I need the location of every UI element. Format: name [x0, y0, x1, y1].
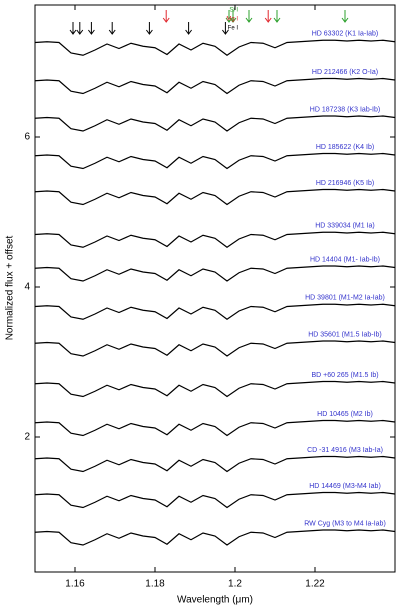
line-marker-arrow	[76, 22, 84, 35]
arrow-head	[162, 17, 170, 23]
arrow-head	[245, 17, 253, 23]
y-tick-label: 6	[24, 132, 30, 143]
arrow-head	[222, 29, 229, 35]
spectrum-line	[34, 39, 396, 56]
spectrum-line	[34, 231, 396, 248]
series-label: HD 14469 (M3-M4 Iab)	[309, 483, 381, 490]
spectrum-line	[34, 152, 396, 170]
series-label: HD 187238 (K3 Iab-Ib)	[310, 106, 380, 113]
arrow-head	[341, 17, 349, 23]
line-marker-arrow	[162, 10, 170, 23]
arrow-head	[88, 29, 95, 35]
marker-legend: Si I	[229, 8, 238, 14]
line-marker-arrow	[185, 22, 192, 35]
spectrum-line	[34, 529, 396, 546]
x-tick-label: 1.18	[145, 579, 165, 590]
spectrum-line	[34, 77, 396, 95]
arrow-head	[108, 29, 116, 35]
spectrum-line	[34, 419, 396, 437]
line-marker-arrow	[88, 22, 95, 35]
arrow-head	[76, 29, 84, 35]
x-tick-label: 1.2	[228, 579, 242, 590]
y-tick-label: 4	[24, 282, 30, 293]
series-label: HD 212466 (K2 O-Ia)	[312, 69, 378, 76]
line-marker-arrow	[222, 22, 229, 35]
series-label: HD 39801 (M1-M2 Ia-Iab)	[305, 295, 385, 302]
x-tick-label: 1.22	[305, 579, 325, 590]
spectrum-line	[34, 188, 396, 206]
series-label: CD -31 4916 (M3 Iab-Ia)	[307, 447, 383, 454]
series-label: BD +60 265 (M1.5 Ib)	[311, 372, 378, 379]
series-label: HD 339034 (M1 Ia)	[315, 223, 375, 230]
spectrum-line	[34, 380, 396, 398]
arrow-head	[264, 17, 272, 23]
spectrum-line	[34, 340, 396, 357]
x-tick-label: 1.16	[65, 579, 85, 590]
line-marker-arrow	[229, 10, 237, 23]
line-marker-arrow	[146, 22, 153, 35]
arrow-head	[69, 29, 77, 35]
series-label: HD 35601 (M1.5 Iab-Ib)	[308, 331, 382, 338]
line-marker-arrow	[69, 22, 77, 35]
series-label: HD 63302 (K1 Ia-Iab)	[312, 31, 379, 38]
line-marker-arrow	[273, 10, 281, 23]
spectrum-line	[34, 265, 396, 282]
y-axis-label: Normalized flux + offset	[5, 235, 16, 340]
marker-legend: Mg I	[226, 17, 238, 23]
series-label: HD 10465 (M2 Ib)	[317, 411, 373, 418]
series-label: HD 216946 (K5 Ib)	[316, 180, 374, 187]
spectrum-line	[34, 491, 396, 509]
arrow-head	[229, 17, 237, 23]
line-marker-arrow	[264, 10, 272, 23]
spectrum-line	[34, 115, 396, 132]
arrow-head	[146, 29, 153, 35]
line-marker-arrow	[341, 10, 349, 23]
plot-frame	[34, 4, 396, 573]
x-axis-label: Wavelength (μm)	[177, 595, 253, 606]
arrow-head	[185, 29, 192, 35]
series-label: HD 14404 (M1- Iab-Ib)	[310, 256, 380, 263]
line-marker-arrow	[245, 10, 253, 23]
series-label: HD 185622 (K4 Ib)	[316, 144, 374, 151]
spectrum-line	[34, 303, 396, 320]
series-label: RW Cyg (M3 to M4 Ia-Iab)	[304, 520, 386, 527]
marker-legend: Fe I	[228, 26, 239, 32]
line-marker-arrow	[108, 22, 116, 35]
spectrum-line	[34, 455, 396, 473]
arrow-head	[273, 17, 281, 23]
y-tick-label: 2	[24, 432, 30, 443]
